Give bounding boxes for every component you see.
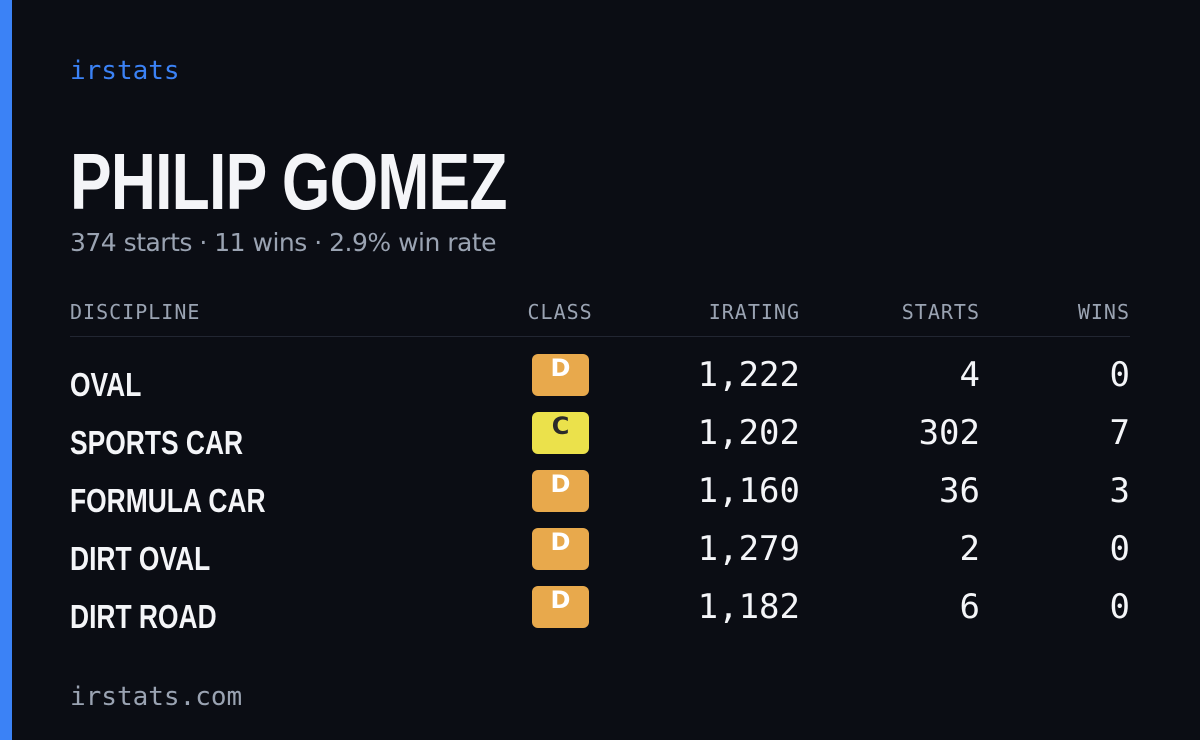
irating: 1,182 [697, 587, 800, 627]
starts: 302 [918, 413, 980, 453]
discipline: OVAL [70, 366, 142, 403]
footer: irstats.com [70, 682, 243, 712]
starts: 6 [959, 587, 980, 627]
irating: 1,202 [697, 413, 800, 453]
divider [70, 336, 1130, 337]
irating: 1,160 [697, 471, 800, 511]
column-header: WINS [1077, 300, 1130, 324]
wins: 3 [1109, 471, 1130, 511]
irating: 1,222 [697, 355, 800, 395]
accent-bar [0, 0, 12, 740]
driver-summary: 374 starts · 11 wins · 2.9% win rate [70, 228, 497, 257]
class-badge: D [532, 354, 589, 396]
discipline: DIRT ROAD [70, 598, 217, 635]
discipline: DIRT OVAL [70, 540, 211, 577]
class-badge: C [532, 412, 589, 454]
column-header: CLASS [527, 300, 593, 324]
wins: 0 [1109, 529, 1130, 569]
column-header: IRATING [708, 300, 800, 324]
wins: 7 [1109, 413, 1130, 453]
irating: 1,279 [697, 529, 800, 569]
discipline: SPORTS CAR [70, 424, 244, 461]
discipline: FORMULA CAR [70, 482, 266, 519]
wins: 0 [1109, 355, 1130, 395]
brand: irstats [70, 56, 180, 86]
driver-name: PHILIP GOMEZ [70, 137, 508, 226]
column-header: DISCIPLINE [70, 300, 201, 324]
starts: 4 [959, 355, 980, 395]
column-header: STARTS [901, 300, 980, 324]
starts: 2 [959, 529, 980, 569]
class-badge: D [532, 470, 589, 512]
wins: 0 [1109, 587, 1130, 627]
starts: 36 [939, 471, 980, 511]
class-badge: D [532, 586, 589, 628]
class-badge: D [532, 528, 589, 570]
